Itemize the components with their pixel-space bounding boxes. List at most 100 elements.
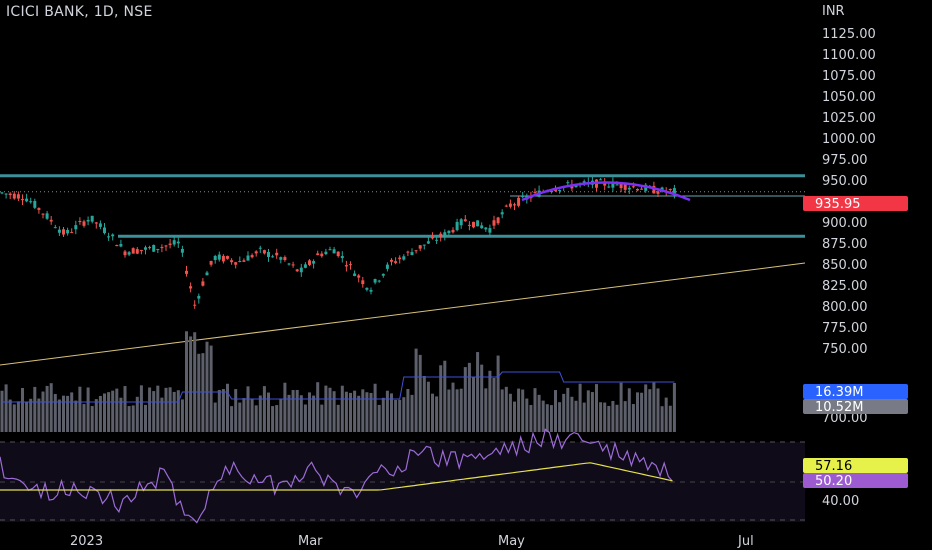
candle-body[interactable]: [500, 212, 504, 215]
candle-body[interactable]: [217, 254, 221, 260]
candle-body[interactable]: [422, 244, 426, 246]
candle-body[interactable]: [168, 243, 172, 245]
candle-body[interactable]: [373, 279, 377, 283]
candle-body[interactable]: [623, 184, 627, 190]
candle-body[interactable]: [377, 280, 381, 282]
candle-body[interactable]: [324, 251, 328, 255]
candle-body[interactable]: [328, 249, 332, 251]
candle-body[interactable]: [226, 256, 229, 259]
candle-body[interactable]: [246, 255, 250, 261]
candle-body[interactable]: [213, 255, 217, 260]
candle-body[interactable]: [426, 241, 430, 244]
candle-body[interactable]: [189, 286, 193, 289]
candle-body[interactable]: [144, 247, 147, 250]
candle-body[interactable]: [242, 260, 246, 262]
candle-body[interactable]: [49, 219, 53, 222]
candle-body[interactable]: [78, 221, 82, 223]
candle-body[interactable]: [86, 219, 90, 222]
candle-body[interactable]: [176, 241, 180, 244]
candle-body[interactable]: [381, 273, 385, 276]
candle-body[interactable]: [308, 260, 311, 265]
candle-body[interactable]: [152, 244, 156, 252]
candle-body[interactable]: [369, 289, 373, 292]
candle-body[interactable]: [98, 223, 102, 227]
candle-body[interactable]: [287, 263, 291, 265]
candle-body[interactable]: [131, 248, 135, 254]
candle-body[interactable]: [385, 264, 389, 269]
candle-body[interactable]: [185, 270, 188, 274]
candle-body[interactable]: [16, 194, 20, 199]
candle-body[interactable]: [267, 252, 270, 257]
candle-body[interactable]: [209, 260, 213, 265]
candle-body[interactable]: [463, 219, 467, 222]
candle-body[interactable]: [607, 186, 611, 188]
candle-body[interactable]: [439, 233, 443, 238]
candle-body[interactable]: [619, 183, 623, 189]
candle-body[interactable]: [258, 247, 262, 249]
candle-body[interactable]: [418, 245, 422, 249]
candle-body[interactable]: [521, 195, 525, 198]
candle-body[interactable]: [4, 193, 8, 195]
candle-body[interactable]: [644, 184, 648, 191]
candle-body[interactable]: [33, 200, 37, 208]
candle-body[interactable]: [656, 191, 660, 194]
candle-body[interactable]: [53, 227, 57, 229]
candle-body[interactable]: [320, 253, 324, 257]
candle-body[interactable]: [599, 179, 603, 181]
candle-body[interactable]: [668, 189, 672, 191]
candle-body[interactable]: [8, 193, 12, 196]
candle-body[interactable]: [205, 272, 209, 276]
candle-body[interactable]: [111, 234, 115, 237]
candle-body[interactable]: [410, 252, 414, 256]
candle-body[interactable]: [517, 197, 521, 206]
candle-body[interactable]: [582, 181, 586, 183]
candle-body[interactable]: [394, 261, 398, 263]
candle-body[interactable]: [316, 253, 320, 256]
candle-body[interactable]: [299, 267, 303, 273]
candle-body[interactable]: [123, 251, 127, 256]
candle-body[interactable]: [25, 198, 29, 202]
candle-body[interactable]: [611, 181, 615, 188]
candle-body[interactable]: [29, 201, 33, 203]
candle-body[interactable]: [107, 236, 111, 238]
candle-body[interactable]: [21, 199, 24, 201]
candle-body[interactable]: [459, 219, 463, 226]
candle-body[interactable]: [234, 262, 238, 265]
candle-body[interactable]: [652, 185, 656, 194]
candle-body[interactable]: [447, 230, 451, 234]
candle-body[interactable]: [357, 275, 361, 278]
candle-body[interactable]: [221, 255, 225, 262]
candle-body[interactable]: [90, 215, 94, 222]
candle-body[interactable]: [672, 188, 676, 194]
candle-body[interactable]: [197, 295, 201, 299]
candle-body[interactable]: [361, 280, 365, 285]
candle-body[interactable]: [496, 217, 500, 224]
candle-body[interactable]: [115, 244, 119, 247]
candle-body[interactable]: [484, 227, 488, 230]
candle-body[interactable]: [94, 222, 98, 224]
candle-body[interactable]: [156, 248, 160, 250]
candle-body[interactable]: [455, 221, 459, 231]
candle-body[interactable]: [574, 185, 578, 188]
candle-body[interactable]: [467, 224, 471, 226]
candle-body[interactable]: [279, 257, 283, 260]
candle-body[interactable]: [70, 232, 74, 234]
candle-body[interactable]: [549, 191, 553, 193]
candle-body[interactable]: [406, 251, 410, 253]
candle-body[interactable]: [303, 264, 307, 268]
candle-body[interactable]: [103, 227, 106, 234]
candle-body[interactable]: [365, 287, 369, 290]
candle-body[interactable]: [271, 256, 275, 258]
candle-body[interactable]: [180, 248, 184, 253]
candle-body[interactable]: [312, 261, 316, 264]
candle-body[interactable]: [332, 249, 336, 254]
candle-body[interactable]: [66, 230, 70, 234]
candle-body[interactable]: [353, 273, 357, 276]
candle-body[interactable]: [148, 247, 152, 249]
candle-body[interactable]: [513, 204, 516, 206]
candle-body[interactable]: [615, 184, 619, 186]
candle-body[interactable]: [504, 205, 508, 207]
candle-body[interactable]: [295, 269, 299, 272]
candle-body[interactable]: [390, 259, 393, 262]
